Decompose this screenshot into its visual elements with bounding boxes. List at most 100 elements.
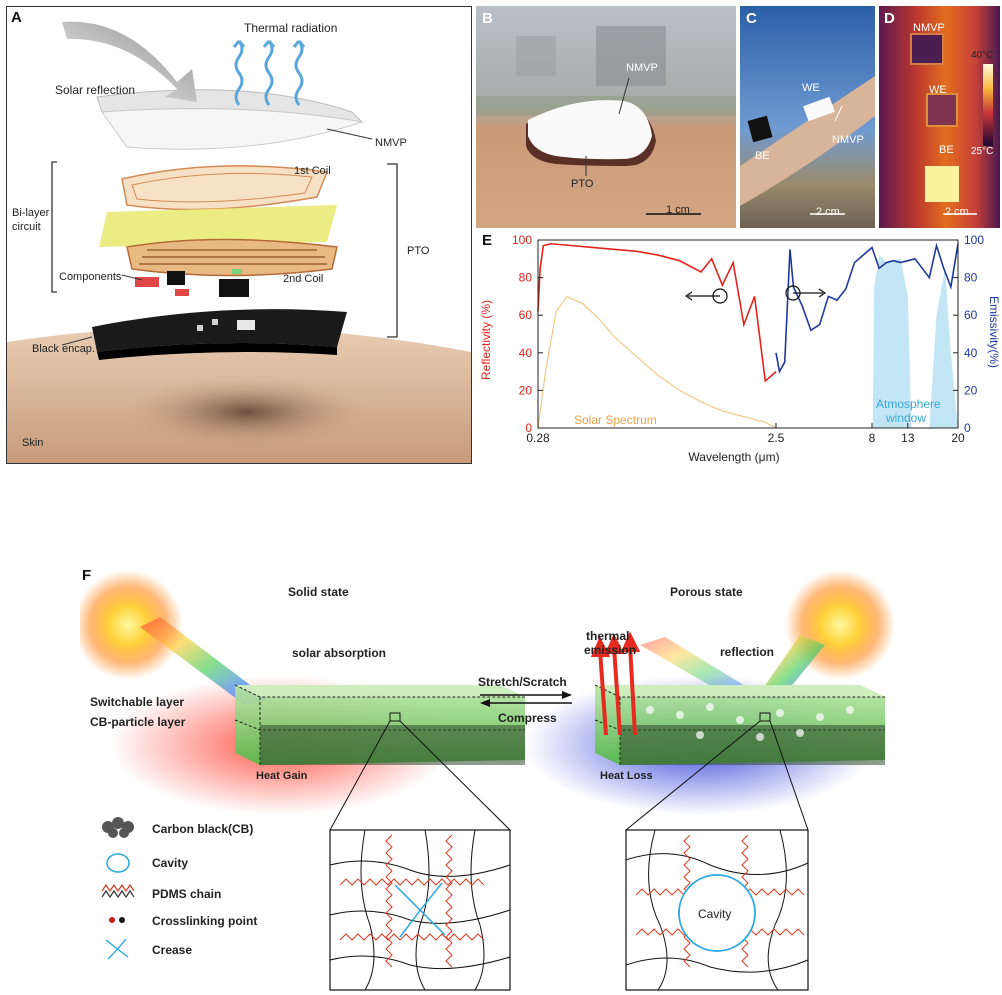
panel-f-letter: F xyxy=(82,567,92,584)
y-tick-label-right: 40 xyxy=(964,346,978,360)
panel-c: C WE BE NMVP 2 cm xyxy=(740,6,875,228)
cavity-icon xyxy=(106,853,130,873)
panel-a-illustration xyxy=(7,21,471,463)
crease-icon xyxy=(105,938,129,960)
panel-d-thermal-image xyxy=(910,33,993,215)
porous-state-label: Porous state xyxy=(670,585,743,599)
y-tick-label-left: 40 xyxy=(519,346,533,360)
atmosphere-annotation-2: window xyxy=(885,411,926,425)
legend-crease: Crease xyxy=(152,943,193,957)
x-tick-label: 20 xyxy=(951,431,965,445)
heat-loss-label: Heat Loss xyxy=(600,770,653,782)
series-line-reflectivity xyxy=(537,242,777,383)
x-axis-label: Wavelength (μm) xyxy=(688,450,779,464)
panel-c-scale-label: 2 cm xyxy=(816,206,840,218)
panel-b-scale-label: 1 cm xyxy=(666,204,690,216)
solar-reflection-arrow xyxy=(62,21,197,103)
panel-c-photo xyxy=(740,76,875,215)
y-tick-label-right: 80 xyxy=(964,271,978,285)
x-tick-label: 8 xyxy=(869,431,876,445)
sun-icon-left xyxy=(80,570,183,680)
pdms-chain-icon xyxy=(101,883,135,899)
thermal-label: thermal xyxy=(586,629,630,643)
solar-spectrum-curve xyxy=(537,295,777,429)
panel-b-photo xyxy=(476,26,736,215)
panel-c-nmvp-label: NMVP xyxy=(832,134,864,146)
emissivity-axis-arrow xyxy=(785,285,827,301)
legend-crosslinking-point: Crosslinking point xyxy=(152,914,258,928)
heat-gain-label: Heat Gain xyxy=(256,770,308,782)
panel-e: E 0 0 20 20 40 40 60 60 80 80 100 100 0.28 2.5 8 13 20 R… xyxy=(476,232,1000,468)
panel-d-be-label: BE xyxy=(939,144,954,156)
panel-c-be-label: BE xyxy=(755,150,770,162)
components-label: Components xyxy=(59,271,122,283)
x-tick-label: 0.28 xyxy=(526,431,550,445)
stretch-scratch-label: Stretch/Scratch xyxy=(478,675,567,689)
panel-f-illustration xyxy=(80,570,895,991)
pto-label: PTO xyxy=(407,245,430,257)
cb-particle-layer-label: CB-particle layer xyxy=(90,715,186,729)
thermal-radiation-label: Thermal radiation xyxy=(244,21,338,35)
y-axis-label-left: Reflectivity (%) xyxy=(479,300,493,380)
panel-b-pto-label: PTO xyxy=(571,178,594,190)
y-tick-label-left: 100 xyxy=(512,233,532,247)
y-axis-label-right: Emissivity(%) xyxy=(987,296,1000,368)
y-tick-label-left: 80 xyxy=(519,271,533,285)
y-tick-label-right: 20 xyxy=(964,383,978,397)
y-tick-label-right: 100 xyxy=(964,233,984,247)
panel-c-letter: C xyxy=(746,10,757,27)
circuit-label: circuit xyxy=(12,221,41,233)
panel-c-we-label: WE xyxy=(802,82,820,94)
panel-d-we-label: WE xyxy=(929,84,947,96)
solar-absorption-label: solar absorption xyxy=(292,646,387,660)
atmosphere-annotation-1: Atmosphere xyxy=(876,397,941,411)
reflectivity-axis-arrow xyxy=(684,288,728,304)
atmosphere-window-band xyxy=(872,255,912,428)
black-encapsulation xyxy=(92,309,347,352)
skin-label: Skin xyxy=(22,437,44,449)
panel-d-temp-low: 25°C xyxy=(971,146,994,157)
x-tick-label: 13 xyxy=(901,431,915,445)
second-coil-label: 2nd Coil xyxy=(283,273,324,285)
y-tick-label-right: 60 xyxy=(964,308,978,322)
y-tick-label-left: 0 xyxy=(525,421,532,435)
panel-d-nmvp-label: NMVP xyxy=(913,22,945,34)
panel-a: A Thermal radiation Solar reflection NMV… xyxy=(6,6,472,464)
y-tick-label-left: 60 xyxy=(519,308,533,322)
series-line-emissivity xyxy=(775,242,959,374)
panel-d-scale-label: 2 cm xyxy=(945,206,969,218)
switchable-layer-label: Switchable layer xyxy=(90,695,185,709)
y-tick-label-right: 0 xyxy=(964,421,971,435)
panel-b-nmvp-label: NMVP xyxy=(626,62,658,74)
nmvp-label: NMVP xyxy=(375,137,407,149)
x-tick-label: 2.5 xyxy=(768,431,785,445)
legend-cavity: Cavity xyxy=(152,856,189,870)
reflection-label: reflection xyxy=(720,645,775,659)
legend-pdms-chain: PDMS chain xyxy=(152,887,222,901)
crosslinking-point-icon xyxy=(109,917,125,923)
panel-e-letter: E xyxy=(482,232,493,249)
crease-mark xyxy=(394,882,446,938)
atmosphere-window-band-2 xyxy=(929,268,958,428)
solar-spectrum-annotation: Solar Spectrum xyxy=(574,413,657,427)
first-coil-label: 1st Coil xyxy=(294,165,331,177)
emission-label: emission xyxy=(584,643,637,657)
carbon-black-icon xyxy=(102,817,134,838)
solar-reflection-label: Solar reflection xyxy=(55,83,136,97)
solid-state-label: Solid state xyxy=(288,585,349,599)
panel-b: B NMVP PTO 1 cm xyxy=(476,6,736,228)
panel-d-temp-high: 40°C xyxy=(971,50,994,61)
panel-d: D NMVP WE BE 40°C 25°C 2 cm xyxy=(879,6,1000,228)
panel-d-letter: D xyxy=(884,10,895,27)
black-encap-label: Black encap. xyxy=(32,343,95,355)
panel-a-letter: A xyxy=(11,9,22,26)
bilayer-label: Bi-layer xyxy=(12,207,50,219)
cavity-in-network-label: Cavity xyxy=(698,907,732,921)
y-tick-label-left: 20 xyxy=(519,383,533,397)
panel-b-letter: B xyxy=(482,10,493,27)
compress-label: Compress xyxy=(498,711,557,725)
plot-frame xyxy=(537,239,959,429)
panel-f: F Solid state Porous state solar absorpt… xyxy=(80,565,1000,993)
thermal-radiation-waves xyxy=(232,40,306,106)
